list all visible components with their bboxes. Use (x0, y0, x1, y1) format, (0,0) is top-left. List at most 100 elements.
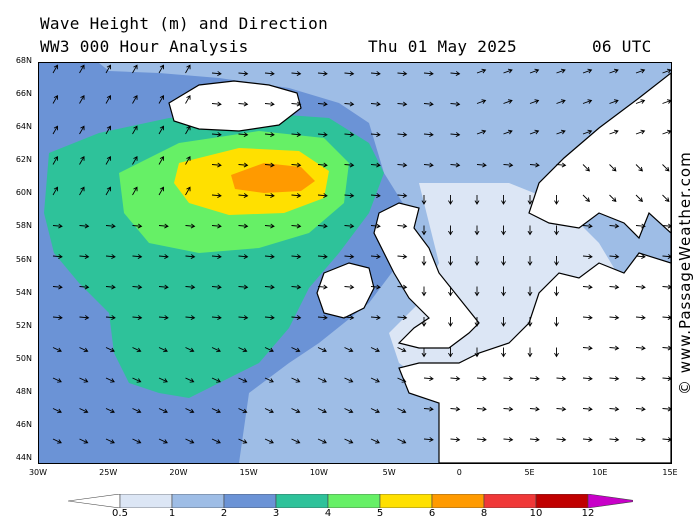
direction-arrow (370, 193, 381, 198)
direction-arrow (635, 376, 646, 381)
direction-arrow (317, 193, 328, 198)
legend-swatch (171, 494, 225, 508)
direction-arrow (264, 71, 275, 76)
direction-arrow (662, 194, 670, 202)
direction-arrow (423, 376, 434, 381)
direction-arrow (291, 438, 301, 444)
direction-arrow (158, 64, 165, 74)
lat-label-46N: 46N (15, 419, 32, 429)
direction-arrow (291, 193, 302, 198)
direction-arrow (662, 68, 671, 74)
direction-arrow (501, 286, 506, 297)
direction-arrow (211, 347, 221, 353)
direction-arrow (132, 254, 143, 259)
legend-swatch-below (68, 494, 121, 508)
direction-arrow (105, 223, 116, 229)
lat-label-54N: 54N (15, 287, 32, 297)
direction-arrow (609, 437, 620, 442)
direction-arrow (448, 286, 453, 297)
direction-arrow (291, 347, 301, 353)
direction-arrow (662, 129, 671, 135)
direction-arrow (635, 194, 643, 202)
direction-arrow (158, 94, 165, 104)
direction-arrow (264, 193, 275, 198)
direction-arrow (52, 408, 62, 414)
watermark: © www.PassageWeather.com (676, 151, 694, 395)
direction-arrow (635, 223, 646, 229)
legend-label-4: 4 (324, 508, 332, 519)
direction-arrow (185, 408, 195, 414)
map-canvas (39, 63, 671, 463)
direction-arrow (450, 162, 461, 168)
direction-arrow (344, 254, 355, 259)
direction-arrow (397, 223, 408, 229)
direction-arrow (527, 225, 533, 236)
direction-arrow (344, 193, 355, 198)
wave-direction-arrows (52, 64, 671, 444)
direction-arrow (423, 71, 434, 76)
direction-arrow (317, 223, 328, 229)
direction-arrow (635, 68, 646, 74)
direction-arrow (291, 254, 302, 259)
direction-arrow (185, 125, 191, 135)
direction-arrow (158, 155, 165, 165)
direction-arrow (476, 406, 487, 412)
direction-arrow (344, 284, 355, 290)
direction-arrow (105, 315, 116, 320)
direction-arrow (238, 254, 249, 259)
direction-arrow (291, 223, 302, 229)
direction-arrow (609, 315, 620, 320)
direction-arrow (635, 315, 646, 320)
direction-arrow (52, 315, 63, 320)
ireland (316, 262, 375, 319)
direction-arrow (238, 438, 248, 444)
direction-arrow (185, 284, 196, 290)
legend-label-1: 1 (168, 508, 176, 519)
lon-label-30W: 30W (28, 468, 48, 477)
direction-arrow (635, 99, 646, 104)
direction-arrow (238, 193, 249, 198)
direction-arrow (448, 256, 453, 266)
direction-arrow (474, 347, 480, 358)
direction-arrow (662, 376, 671, 381)
direction-arrow (264, 101, 275, 107)
direction-arrow (132, 125, 138, 135)
direction-arrow (609, 99, 619, 104)
direction-arrow (158, 125, 165, 135)
direction-arrow (503, 437, 514, 442)
direction-arrow (238, 315, 249, 320)
direction-arrow (291, 284, 302, 290)
direction-arrow (158, 408, 168, 414)
direction-arrow (238, 101, 249, 107)
direction-arrow (79, 186, 85, 196)
direction-arrow (105, 377, 115, 383)
direction-arrow (529, 99, 540, 104)
direction-arrow (185, 438, 195, 444)
direction-arrow (370, 132, 381, 137)
direction-arrow (344, 71, 355, 76)
direction-arrow (79, 64, 85, 74)
direction-arrow (132, 223, 143, 229)
direction-arrow (79, 438, 89, 444)
direction-arrow (264, 315, 275, 320)
direction-arrow (79, 408, 89, 414)
legend-swatch (223, 494, 277, 508)
direction-arrow (158, 223, 169, 229)
direction-arrow (291, 377, 301, 383)
direction-arrow (132, 186, 138, 196)
direction-arrow (503, 406, 514, 412)
direction-arrow (450, 376, 461, 381)
direction-arrow (450, 132, 461, 137)
direction-arrow (635, 437, 646, 442)
model-label: WW3 000 Hour Analysis (40, 37, 249, 56)
direction-arrow (317, 315, 328, 320)
direction-arrow (582, 223, 593, 229)
direction-arrow (264, 162, 275, 168)
direction-arrow (344, 315, 355, 320)
direction-arrow (185, 94, 191, 104)
direction-arrow (609, 376, 620, 381)
direction-arrow (105, 254, 116, 259)
direction-arrow (52, 377, 62, 383)
direction-arrow (238, 284, 249, 290)
direction-arrow (79, 155, 85, 165)
